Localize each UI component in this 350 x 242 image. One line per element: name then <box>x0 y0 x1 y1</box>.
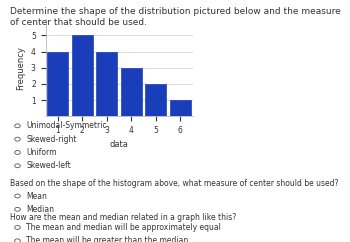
X-axis label: data: data <box>110 140 128 150</box>
Bar <box>47 52 68 116</box>
Text: Uniform: Uniform <box>26 148 57 157</box>
Y-axis label: Frequency: Frequency <box>16 46 25 90</box>
Bar <box>72 36 93 116</box>
Bar <box>96 52 117 116</box>
Text: Based on the shape of the histogram above, what measure of center should be used: Based on the shape of the histogram abov… <box>10 179 339 188</box>
Text: The mean will be greater than the median: The mean will be greater than the median <box>26 236 189 242</box>
Text: Mean: Mean <box>26 191 47 201</box>
Text: The mean and median will be approximately equal: The mean and median will be approximatel… <box>26 223 221 232</box>
Bar <box>121 68 142 116</box>
Text: Unimodal-Symmetric: Unimodal-Symmetric <box>26 121 107 130</box>
Text: Skewed-left: Skewed-left <box>26 161 71 170</box>
Bar <box>145 84 166 116</box>
Text: How are the mean and median related in a graph like this?: How are the mean and median related in a… <box>10 213 237 222</box>
Text: Skewed-right: Skewed-right <box>26 135 77 144</box>
Text: Determine the shape of the distribution pictured below and the measure of center: Determine the shape of the distribution … <box>10 7 341 27</box>
Bar <box>170 100 191 116</box>
Text: Median: Median <box>26 205 54 214</box>
